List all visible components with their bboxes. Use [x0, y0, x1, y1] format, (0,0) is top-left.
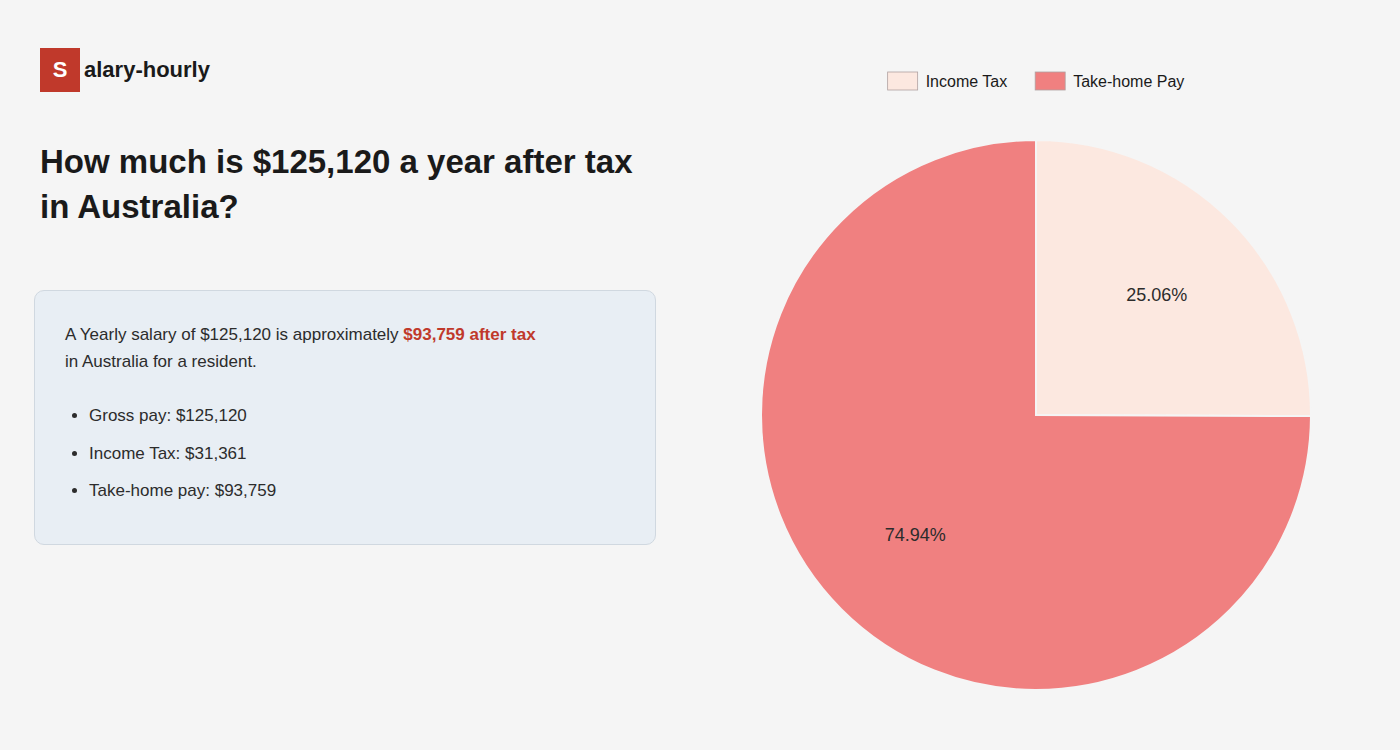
legend-label: Income Tax: [926, 73, 1008, 90]
info-line: in Australia for a resident.: [65, 348, 625, 375]
legend-item: Take-home Pay: [1035, 72, 1184, 90]
pie-slice: [1036, 140, 1311, 416]
text-panel: Salary-hourly How much is $125,120 a year…: [0, 0, 672, 750]
pie-slice: [761, 140, 1311, 690]
title: How much is $125,120 a year after tax in…: [40, 140, 650, 229]
legend: Income Tax Take-home Pay: [888, 72, 1185, 90]
logo: Salary-hourly: [40, 48, 210, 92]
info-box: A Yearly salary of $125,120 is approxima…: [34, 290, 656, 545]
legend-swatch: [1035, 72, 1065, 90]
pie-chart: 25.06% 74.94% Income Tax Take-home Pay: [672, 0, 1400, 750]
logo-text: alary-hourly: [84, 57, 210, 83]
info-highlight: $93,759 after tax: [403, 325, 535, 344]
bullet-item: Gross pay: $125,120: [89, 397, 625, 434]
data-label: 25.06%: [1126, 285, 1187, 305]
info-text: A Yearly salary of $125,120 is approxima…: [65, 325, 403, 344]
info-line: A Yearly salary of $125,120 is approxima…: [65, 321, 625, 348]
info-text: in Australia for a resident.: [65, 352, 257, 371]
bullet-item: Income Tax: $31,361: [89, 435, 625, 472]
bullet-item: Take-home pay: $93,759: [89, 472, 625, 509]
slices: [761, 140, 1311, 690]
logo-letter: S: [40, 48, 80, 92]
bullet-list: Gross pay: $125,120Income Tax: $31,361Ta…: [65, 397, 625, 509]
page: Salary-hourly How much is $125,120 a year…: [0, 0, 1400, 750]
legend-label: Take-home Pay: [1073, 73, 1184, 90]
legend-swatch: [888, 72, 918, 90]
slice-labels: 25.06% 74.94%: [885, 285, 1188, 546]
data-label: 74.94%: [885, 525, 946, 545]
legend-item: Income Tax: [888, 72, 1008, 90]
